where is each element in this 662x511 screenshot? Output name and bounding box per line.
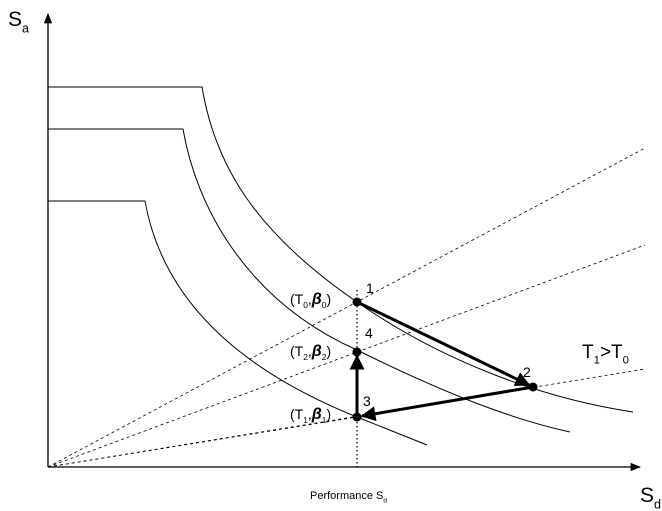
point [352,412,362,422]
text-segment: 1 [303,415,308,425]
text-segment: d [383,497,387,504]
period-line [47,244,646,468]
text-segment: β [311,405,322,423]
spectrum-curve [48,200,428,446]
point-number: 2 [523,364,531,380]
point-number: 4 [365,325,373,341]
text-segment: 1 [594,355,600,367]
text-segment: d [654,497,661,511]
point [528,382,538,392]
annotation: T1>T0 [582,342,629,367]
text-segment: Performance S [310,490,383,502]
x-axis-label: Sd [640,484,661,511]
text-segment: (T [290,343,304,359]
text-segment: (T [290,291,304,307]
text-segment: ) [326,406,331,422]
point-label: (T0,β0) [290,290,331,310]
text-segment: , [308,291,312,307]
performance-label: Performance Sd [310,490,387,504]
text-segment: 1 [322,415,327,425]
text-segment: 2 [303,352,308,362]
text-segment: a [22,21,29,35]
point-label: (T2,β2) [290,342,331,362]
y-axis-label: Sa [8,8,29,35]
text-segment: 0 [303,300,308,310]
period-line [47,147,646,468]
text-segment: 0 [322,300,327,310]
text-segment: β [311,290,322,308]
point [352,297,362,307]
text-segment: β [311,342,322,360]
text-segment: ) [326,291,331,307]
point-number: 1 [366,280,374,296]
text-segment: S [8,8,22,31]
iteration-arrow [360,385,534,422]
text-segment: , [308,406,312,422]
text-segment: S [640,484,654,507]
iteration-arrow [356,300,531,387]
period-line [47,368,646,468]
text-segment: >T [600,342,623,363]
point-label: (T1,β1) [290,405,331,425]
spectrum-curve [48,86,634,413]
period-line [47,416,358,468]
text-segment: (T [290,406,304,422]
point-number: 3 [363,393,371,409]
text-segment: , [308,343,312,359]
text-segment: 0 [623,355,629,367]
text-segment: ) [326,343,331,359]
text-segment: T [582,342,594,363]
text-segment: 2 [322,352,327,362]
point [352,347,362,357]
spectrum-curve [48,128,571,433]
